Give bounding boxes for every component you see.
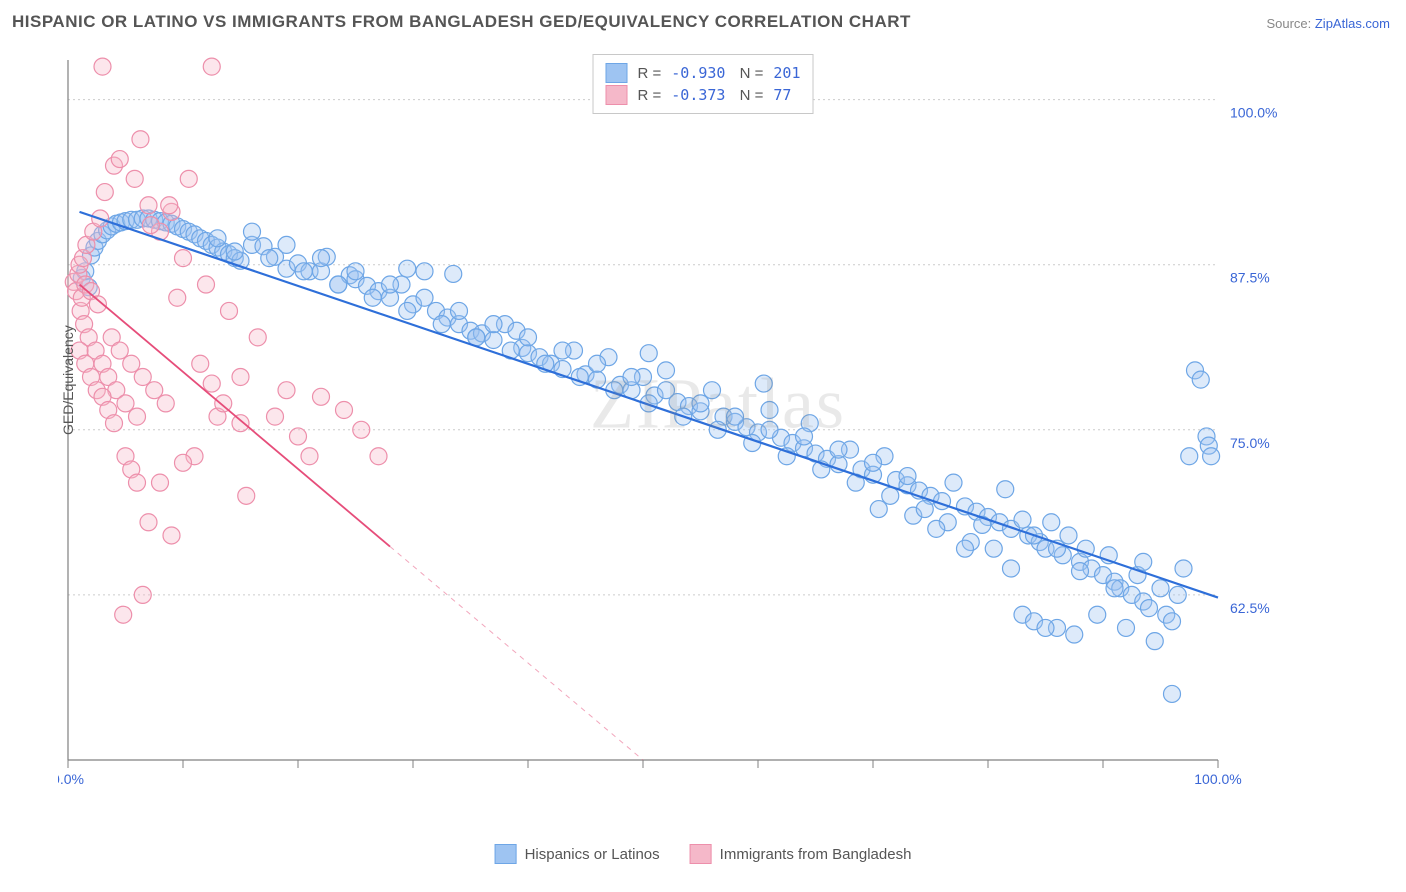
legend-item: Immigrants from Bangladesh: [690, 844, 912, 864]
legend-row-series-2: R = -0.373 N = 77: [606, 85, 801, 105]
legend-r-label: R =: [638, 87, 662, 104]
swatch-icon: [690, 844, 712, 864]
svg-text:87.5%: 87.5%: [1230, 270, 1270, 286]
legend-r-value: -0.930: [671, 64, 725, 82]
y-axis-label: GED/Equivalency: [60, 325, 76, 435]
legend-r-value: -0.373: [671, 86, 725, 104]
legend-n-label: N =: [735, 87, 763, 104]
legend-label: Hispanics or Latinos: [525, 846, 660, 863]
legend-row-series-1: R = -0.930 N = 201: [606, 63, 801, 83]
chart-container: HISPANIC OR LATINO VS IMMIGRANTS FROM BA…: [0, 0, 1406, 892]
chart-title: HISPANIC OR LATINO VS IMMIGRANTS FROM BA…: [12, 12, 911, 32]
scatter-plot-svg: 62.5% 75.0% 87.5% 100.0% 0.0% 100.0%: [58, 50, 1293, 790]
swatch-icon: [606, 63, 628, 83]
swatch-icon: [495, 844, 517, 864]
source-label: Source: ZipAtlas.com: [1266, 16, 1390, 31]
svg-text:100.0%: 100.0%: [1194, 771, 1241, 787]
legend-n-value: 77: [773, 86, 791, 104]
legend-item: Hispanics or Latinos: [495, 844, 660, 864]
source-link[interactable]: ZipAtlas.com: [1315, 16, 1390, 31]
legend-n-value: 201: [773, 64, 800, 82]
legend-r-label: R =: [638, 65, 662, 82]
legend-n-label: N =: [735, 65, 763, 82]
svg-text:75.0%: 75.0%: [1230, 435, 1270, 451]
correlation-legend: R = -0.930 N = 201 R = -0.373 N = 77: [593, 54, 814, 114]
chart-area: GED/Equivalency 62.5% 75.0% 87.5% 100.0% 0.0…: [58, 50, 1378, 820]
legend-label: Immigrants from Bangladesh: [720, 846, 912, 863]
series-legend: Hispanics or Latinos Immigrants from Ban…: [495, 844, 912, 864]
swatch-icon: [606, 85, 628, 105]
svg-text:100.0%: 100.0%: [1230, 105, 1277, 121]
svg-text:62.5%: 62.5%: [1230, 600, 1270, 616]
svg-text:0.0%: 0.0%: [58, 771, 84, 787]
source-prefix: Source:: [1266, 16, 1314, 31]
